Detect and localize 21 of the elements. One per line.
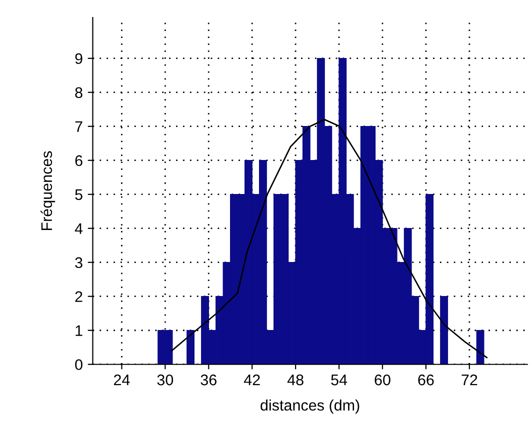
x-tick-label: 66	[418, 374, 434, 386]
y-tick-label: 8	[75, 87, 82, 98]
y-axis-title: Fréquences	[40, 151, 56, 230]
y-tick-label: 4	[74, 223, 83, 234]
y-tick-label: 0	[75, 359, 82, 370]
y-tick-label: 7	[75, 121, 82, 132]
y-tick-label: 3	[75, 257, 82, 268]
x-tick-label: 24	[114, 374, 130, 386]
x-tick-label: 36	[200, 374, 216, 386]
y-tick-label: 1	[76, 325, 82, 336]
x-tick-label: 60	[374, 374, 390, 386]
y-tick-label: 9	[75, 53, 82, 64]
x-axis-title: distances (dm)	[260, 399, 360, 414]
y-tick-label: 2	[75, 291, 82, 302]
x-tick-label: 30	[157, 374, 174, 386]
x-tick-label: 72	[462, 374, 478, 386]
x-tick-label: 48	[287, 374, 304, 386]
y-tick-label: 6	[75, 155, 82, 166]
x-tick-label: 54	[331, 374, 348, 386]
x-tick-label: 42	[244, 374, 260, 386]
y-tick-label: 5	[75, 189, 82, 200]
